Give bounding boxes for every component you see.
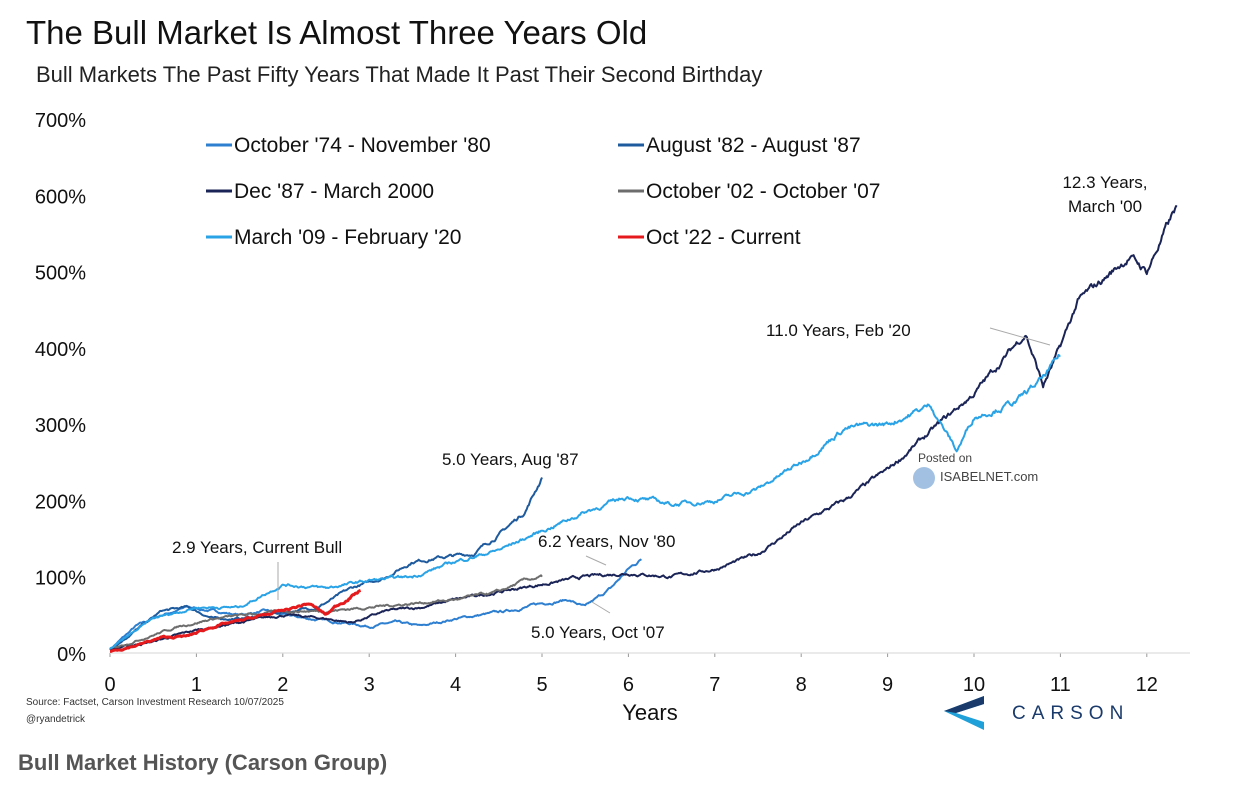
x-tick-label: 12 bbox=[1136, 674, 1158, 696]
carson-logo: CARSON bbox=[944, 696, 1129, 730]
watermark: Posted on ISABELNET.com bbox=[913, 451, 1038, 489]
x-tick-label: 4 bbox=[450, 674, 461, 696]
series-line bbox=[109, 558, 642, 651]
legend-label: October '74 - November '80 bbox=[234, 134, 491, 157]
x-tick-label: 3 bbox=[364, 674, 375, 696]
carson-logo-text: CARSON bbox=[1012, 703, 1129, 724]
y-tick-label: 400% bbox=[35, 339, 86, 361]
x-tick-label: 11 bbox=[1050, 674, 1071, 696]
x-tick-label: 5 bbox=[536, 674, 547, 696]
y-tick-label: 200% bbox=[35, 491, 86, 513]
y-tick-label: 600% bbox=[35, 186, 86, 208]
x-tick-label: 9 bbox=[882, 674, 893, 696]
watermark-line2: ISABELNET.com bbox=[940, 469, 1038, 484]
series-line bbox=[109, 477, 543, 651]
y-tick-label: 300% bbox=[35, 415, 86, 437]
annotation-6-2: 6.2 Years, Nov '80 bbox=[538, 532, 675, 551]
series-line bbox=[109, 354, 1061, 650]
series-line bbox=[109, 588, 362, 653]
x-tick-label: 6 bbox=[623, 674, 634, 696]
figure-caption: Bull Market History (Carson Group) bbox=[18, 750, 388, 775]
annotation-11-0-leader bbox=[989, 327, 1051, 346]
legend-label: October '02 - October '07 bbox=[646, 180, 880, 203]
y-tick-label: 500% bbox=[35, 263, 86, 285]
annotation-11-0: 11.0 Years, Feb '20 bbox=[766, 321, 911, 340]
x-axis-label: Years bbox=[622, 700, 677, 725]
watermark-globe-icon bbox=[913, 467, 935, 489]
annotation-12-3-line2: March '00 bbox=[1068, 197, 1142, 216]
legend-label: Oct '22 - Current bbox=[646, 226, 801, 249]
annotation-current: 2.9 Years, Current Bull bbox=[172, 538, 342, 557]
x-tick-label: 10 bbox=[963, 674, 985, 696]
legend-label: Dec '87 - March 2000 bbox=[234, 180, 434, 203]
annotation-5-0-oct07: 5.0 Years, Oct '07 bbox=[531, 623, 665, 642]
x-tick-label: 7 bbox=[709, 674, 720, 696]
carson-logo-mark-dark-icon bbox=[944, 696, 984, 713]
page-title: The Bull Market Is Almost Three Years Ol… bbox=[26, 14, 648, 51]
watermark-line1: Posted on bbox=[918, 451, 972, 465]
x-tick-label: 8 bbox=[796, 674, 807, 696]
y-tick-label: 0% bbox=[57, 644, 86, 666]
legend-label: August '82 - August '87 bbox=[646, 134, 861, 157]
series-group bbox=[109, 205, 1178, 653]
annotation-12-3: 12.3 Years, bbox=[1062, 173, 1147, 192]
x-axis: 0 1 2 3 4 5 6 7 8 9 10 11 12 bbox=[104, 653, 1158, 696]
x-tick-label: 1 bbox=[191, 674, 202, 696]
page-subtitle: Bull Markets The Past Fifty Years That M… bbox=[36, 62, 763, 87]
annotation-5-0-oct07-leader bbox=[591, 601, 611, 614]
y-tick-label: 100% bbox=[35, 568, 86, 590]
annotation-5-0-aug87: 5.0 Years, Aug '87 bbox=[442, 450, 579, 469]
author-handle: @ryandetrick bbox=[26, 714, 86, 725]
legend-label: March '09 - February '20 bbox=[234, 226, 461, 249]
x-tick-label: 2 bbox=[277, 674, 288, 696]
series-line bbox=[109, 205, 1178, 651]
source-note: Source: Factset, Carson Investment Resea… bbox=[26, 697, 284, 708]
annotation-6-2-leader bbox=[585, 555, 607, 566]
y-axis: 0% 100% 200% 300% 400% 500% 600% 700% bbox=[35, 110, 86, 666]
x-tick-label: 0 bbox=[104, 674, 115, 696]
y-tick-label: 700% bbox=[35, 110, 86, 132]
legend: October '74 - November '80 August '82 - A… bbox=[206, 134, 880, 249]
